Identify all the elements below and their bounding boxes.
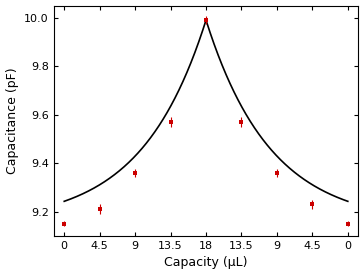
- X-axis label: Capacity (μL): Capacity (μL): [164, 257, 248, 269]
- Y-axis label: Capacitance (pF): Capacitance (pF): [5, 67, 19, 174]
